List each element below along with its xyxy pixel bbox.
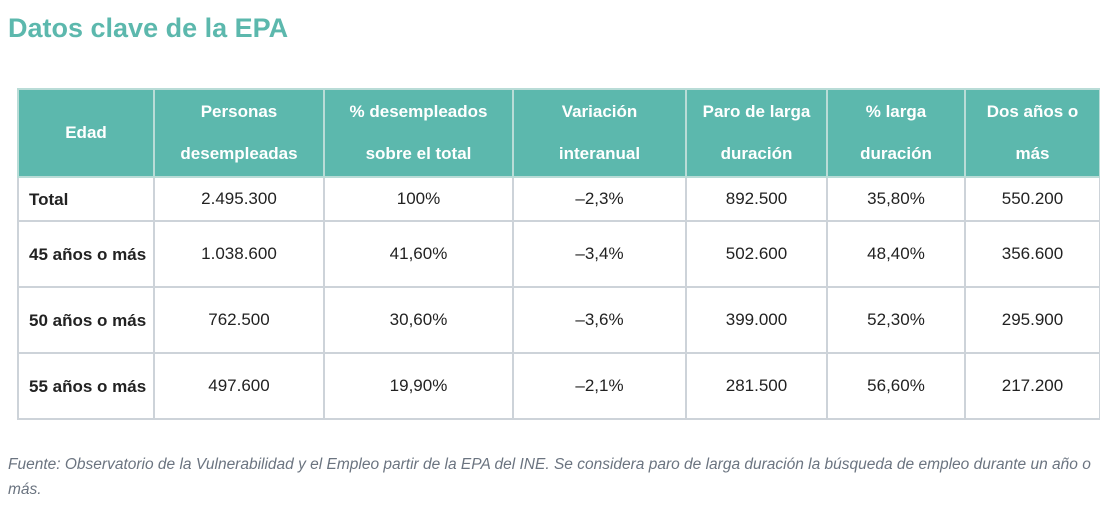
table-row: 50 años o más 762.500 30,60% –3,6% 399.0… (17, 286, 1100, 354)
table-body: Total 2.495.300 100% –2,3% 892.500 35,80… (17, 176, 1100, 420)
table-cell: 52,30% (826, 286, 966, 354)
table-cell: –2,1% (512, 352, 687, 420)
header-row: Edad Personas desempleadas % desempleado… (17, 88, 1100, 178)
header-porcentaje-larga-duracion: % larga duración (826, 88, 966, 178)
row-label: 50 años o más (17, 286, 155, 354)
table-cell: 217.200 (964, 352, 1100, 420)
table-cell: 48,40% (826, 220, 966, 288)
row-label: 45 años o más (17, 220, 155, 288)
table-cell: 100% (323, 176, 514, 222)
table-cell: 19,90% (323, 352, 514, 420)
table-cell: 550.200 (964, 176, 1100, 222)
table-cell: 41,60% (323, 220, 514, 288)
table-cell: 281.500 (685, 352, 828, 420)
table-cell: 399.000 (685, 286, 828, 354)
header-personas-desempleadas: Personas desempleadas (153, 88, 325, 178)
table-header: Edad Personas desempleadas % desempleado… (17, 88, 1100, 178)
header-dos-anos-o-mas: Dos años o más (964, 88, 1100, 178)
table-cell: –3,4% (512, 220, 687, 288)
table-row: 55 años o más 497.600 19,90% –2,1% 281.5… (17, 352, 1100, 420)
header-edad: Edad (17, 88, 155, 178)
table-row: 45 años o más 1.038.600 41,60% –3,4% 502… (17, 220, 1100, 288)
table-cell: 1.038.600 (153, 220, 325, 288)
table-cell: 497.600 (153, 352, 325, 420)
table-cell: 762.500 (153, 286, 325, 354)
header-porcentaje-desempleados: % desempleados sobre el total (323, 88, 514, 178)
table-cell: 35,80% (826, 176, 966, 222)
table-cell: 295.900 (964, 286, 1100, 354)
header-paro-larga-duracion: Paro de larga duración (685, 88, 828, 178)
source-note: Fuente: Observatorio de la Vulnerabilida… (8, 456, 1091, 498)
table-cell: 56,60% (826, 352, 966, 420)
row-label: 55 años o más (17, 352, 155, 420)
epa-data-table: Edad Personas desempleadas % desempleado… (17, 88, 1100, 420)
header-variacion-interanual: Variación interanual (512, 88, 687, 178)
table-cell: 2.495.300 (153, 176, 325, 222)
table-row: Total 2.495.300 100% –2,3% 892.500 35,80… (17, 176, 1100, 222)
table-cell: –3,6% (512, 286, 687, 354)
table-cell: –2,3% (512, 176, 687, 222)
table-cell: 356.600 (964, 220, 1100, 288)
table-cell: 30,60% (323, 286, 514, 354)
page-title: Datos clave de la EPA (8, 13, 289, 43)
row-label: Total (17, 176, 155, 222)
table-cell: 892.500 (685, 176, 828, 222)
table-cell: 502.600 (685, 220, 828, 288)
